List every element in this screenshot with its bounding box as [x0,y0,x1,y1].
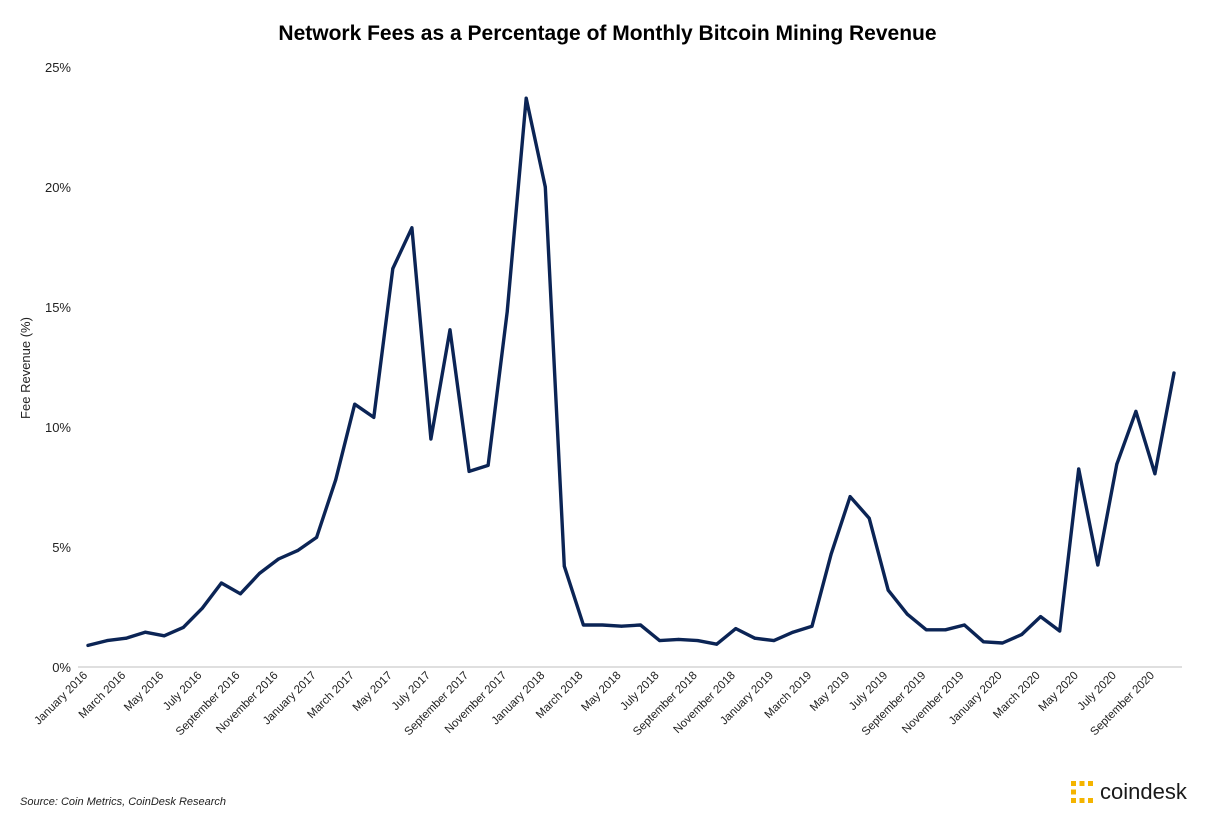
data-point [734,627,738,631]
data-point [315,535,319,539]
x-tick-label: May 2020 [1037,670,1081,714]
data-point [486,463,490,467]
data-point [943,628,947,632]
data-point [867,516,871,520]
brand-name: coindesk [1100,779,1187,804]
coindesk-brand: coindesk [1070,777,1187,807]
series-line [86,96,1176,648]
data-point [639,623,643,627]
data-point [1153,472,1157,476]
data-point [505,310,509,314]
data-point [715,642,719,646]
data-point [410,226,414,230]
x-tick-label: May 2017 [351,670,395,714]
data-point [1172,371,1176,375]
y-tick-label: 25% [45,60,71,75]
data-point [543,185,547,189]
data-point [791,630,795,634]
x-tick-label: May 2019 [808,670,852,714]
data-point [962,623,966,627]
data-point [1134,409,1138,413]
data-point [143,630,147,634]
chart-title: Network Fees as a Percentage of Monthly … [278,22,937,45]
y-axis-label: Fee Revenue (%) [18,317,33,419]
x-tick-label: May 2016 [122,670,166,714]
data-point [696,639,700,643]
data-point [257,571,261,575]
data-point [924,628,928,632]
data-point [238,592,242,596]
data-point [981,640,985,644]
data-point [467,469,471,473]
data-point [391,267,395,271]
y-tick-label: 10% [45,420,71,435]
data-point [1001,641,1005,645]
x-tick-label: September 2020 [1088,670,1157,739]
data-point [619,624,623,628]
data-point [124,636,128,640]
data-point [848,495,852,499]
data-point [905,612,909,616]
x-tick-label: September 2016 [174,670,243,739]
data-point [677,637,681,641]
y-tick-label: 20% [45,180,71,195]
data-point [581,623,585,627]
data-point [772,639,776,643]
y-tick-label: 5% [52,540,71,555]
data-point [296,549,300,553]
data-point [1096,563,1100,567]
data-point [105,639,109,643]
data-point [448,328,452,332]
data-point [1039,615,1043,619]
data-point [829,552,833,556]
data-point [353,402,357,406]
data-point [1020,633,1024,637]
data-point [753,636,757,640]
data-point [277,557,281,561]
data-point [1115,462,1119,466]
x-tick-label: January 2016 [32,670,90,728]
data-point [886,588,890,592]
y-tick-label: 15% [45,300,71,315]
data-point [334,478,338,482]
source-note: Source: Coin Metrics, CoinDesk Research [20,796,227,808]
data-point [86,643,90,647]
data-point [372,415,376,419]
x-tick-label: September 2017 [403,670,472,739]
data-point [524,96,528,100]
data-point [162,634,166,638]
data-point [181,625,185,629]
x-tick-label: September 2019 [860,670,929,739]
data-point [1077,467,1081,471]
data-point [658,639,662,643]
data-point [200,606,204,610]
data-point [562,564,566,568]
y-axis-ticks: 0% 5% 10% 15% 20% 25% [45,60,71,675]
coindesk-logo-icon [1071,781,1093,803]
data-point [429,437,433,441]
x-tick-label: September 2018 [631,670,700,739]
data-point [219,581,223,585]
data-point [600,623,604,627]
data-point [1058,629,1062,633]
x-tick-label: May 2018 [579,670,623,714]
y-tick-label: 0% [52,660,71,675]
data-point [810,624,814,628]
data-points [86,96,1176,647]
